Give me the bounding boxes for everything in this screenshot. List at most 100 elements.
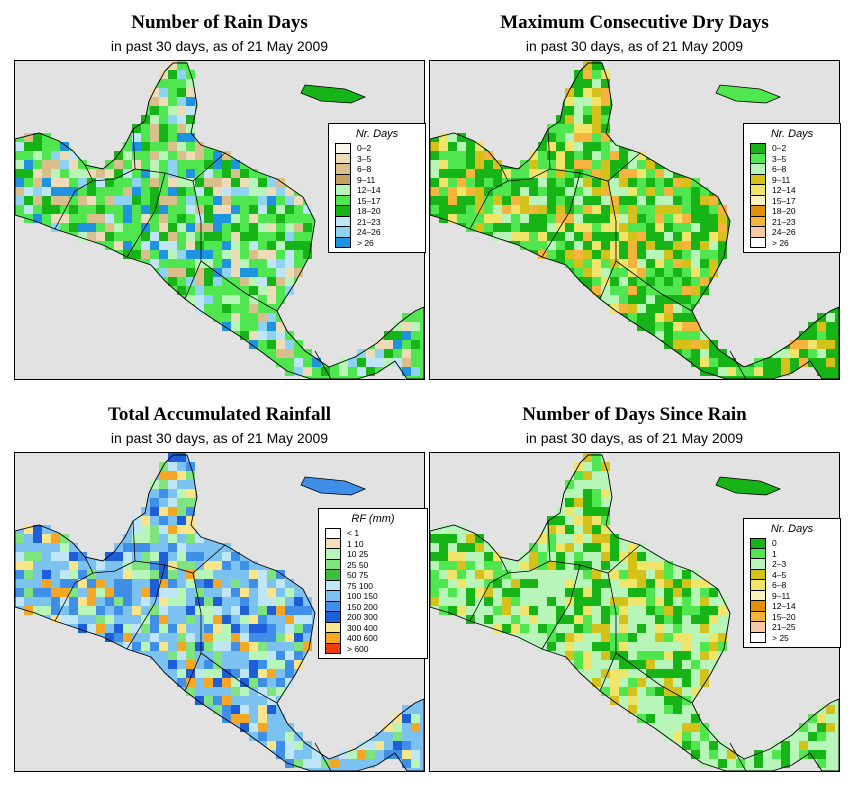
legend-swatch (335, 206, 351, 217)
legend-label: 100 150 (347, 591, 378, 602)
legend: Nr. Days 0 1 2–3 4–5 6–8 9–11 12–14 15–20 21–25 > … (743, 518, 841, 648)
legend-swatch (750, 538, 766, 549)
legend-label: 12–14 (772, 185, 796, 196)
legend-label: 9–11 (772, 590, 791, 601)
legend-swatch (335, 153, 351, 164)
legend-item: < 1 (325, 528, 421, 539)
legend-label: 3–5 (772, 153, 787, 164)
panel-subtitle: in past 30 days, as of 21 May 2009 (525, 430, 744, 446)
legend-item: 21–23 (335, 216, 419, 227)
legend-item: 25 50 (325, 559, 421, 570)
legend-swatch (750, 164, 766, 175)
panel-total-rainfall: Total Accumulated Rainfall in past 30 da… (14, 404, 428, 774)
legend-item: 21–25 (750, 622, 834, 633)
legend-label: 4–5 (772, 569, 787, 580)
panel-title: Maximum Consecutive Dry Days (500, 12, 769, 33)
legend-label: 9–11 (772, 174, 791, 185)
legend-item: 15–17 (335, 195, 419, 206)
legend-swatch (325, 643, 341, 654)
legend-swatch (325, 528, 341, 539)
legend: Nr. Days 0–2 3–5 6–8 9–11 12–14 15–17 18–20 21–2… (743, 123, 841, 253)
legend-swatch (335, 185, 351, 196)
legend-label: 21–25 (772, 622, 796, 633)
legend-item: 400 600 (325, 633, 421, 644)
legend-item: 12–14 (335, 185, 419, 196)
legend-item: 18–20 (335, 206, 419, 217)
legend-swatch (750, 601, 766, 612)
legend-swatch (325, 633, 341, 644)
map-max-dry-days (429, 60, 840, 380)
legend-item: 6–8 (750, 580, 834, 591)
map-grid (15, 453, 424, 771)
legend-item: 200 300 (325, 612, 421, 623)
panel-subtitle: in past 30 days, as of 21 May 2009 (525, 38, 744, 54)
legend-label: 12–14 (772, 601, 796, 612)
legend-swatch (325, 538, 341, 549)
legend-swatch (750, 216, 766, 227)
legend-swatch (335, 164, 351, 175)
legend-item: 15–20 (750, 611, 834, 622)
legend-item: 300 400 (325, 622, 421, 633)
legend-item: 3–5 (750, 153, 834, 164)
legend-item: > 26 (750, 237, 834, 248)
legend-item: 1 10 (325, 538, 421, 549)
legend-item: 50 75 (325, 570, 421, 581)
legend-item: 150 200 (325, 601, 421, 612)
legend-label: 15–20 (772, 611, 796, 622)
legend-label: 18–20 (357, 206, 381, 217)
legend-label: > 26 (772, 237, 789, 248)
legend-item: 2–3 (750, 559, 834, 570)
legend-label: > 25 (772, 632, 789, 643)
legend-label: 0 (772, 538, 777, 549)
map-grid (15, 61, 424, 379)
legend-label: 18–20 (772, 206, 796, 217)
panel-subtitle: in past 30 days, as of 21 May 2009 (110, 430, 329, 446)
legend-swatch (335, 174, 351, 185)
legend-label: 21–23 (772, 216, 796, 227)
legend-swatch (335, 237, 351, 248)
legend-label: 0–2 (357, 143, 372, 154)
legend-label: 6–8 (772, 164, 787, 175)
legend-swatch (335, 216, 351, 227)
legend-label: 2–3 (772, 559, 787, 570)
legend-item: 1 (750, 548, 834, 559)
legend-label: 300 400 (347, 622, 378, 633)
legend-swatch (750, 174, 766, 185)
legend-label: 150 200 (347, 601, 378, 612)
legend-swatch (750, 611, 766, 622)
legend-swatch (750, 227, 766, 238)
legend-label: 0–2 (772, 143, 787, 154)
legend-label: 6–8 (357, 164, 372, 175)
legend-title: Nr. Days (355, 128, 399, 140)
legend-swatch (325, 580, 341, 591)
panel-title: Number of Days Since Rain (522, 404, 747, 425)
legend-label: 15–17 (357, 195, 381, 206)
legend-swatch (750, 237, 766, 248)
legend-label: 9–11 (357, 174, 376, 185)
legend-swatch (325, 549, 341, 560)
legend-swatch (325, 612, 341, 623)
legend-title: RF (mm) (351, 513, 395, 525)
legend-swatch (325, 622, 341, 633)
legend-item: 6–8 (750, 164, 834, 175)
legend-swatch (335, 195, 351, 206)
legend-item: 24–26 (335, 227, 419, 238)
legend-label: 24–26 (772, 227, 796, 238)
legend-label: 3–5 (357, 153, 372, 164)
legend-swatch (325, 591, 341, 602)
legend-label: 12–14 (357, 185, 381, 196)
map-days-since-rain (429, 452, 840, 772)
legend-label: 10 25 (347, 549, 369, 560)
legend-swatch (750, 206, 766, 217)
legend-label: 50 75 (347, 570, 369, 581)
map-grid (430, 61, 839, 379)
legend-label: 400 600 (347, 633, 378, 644)
legend-label: 15–17 (772, 195, 796, 206)
panel-max-dry-days: Maximum Consecutive Dry Days in past 30 … (429, 12, 841, 382)
legend-item: 0–2 (750, 143, 834, 154)
legend-item: 18–20 (750, 206, 834, 217)
legend-swatch (750, 580, 766, 591)
panel-title: Total Accumulated Rainfall (107, 404, 332, 425)
legend-item: > 25 (750, 632, 834, 643)
